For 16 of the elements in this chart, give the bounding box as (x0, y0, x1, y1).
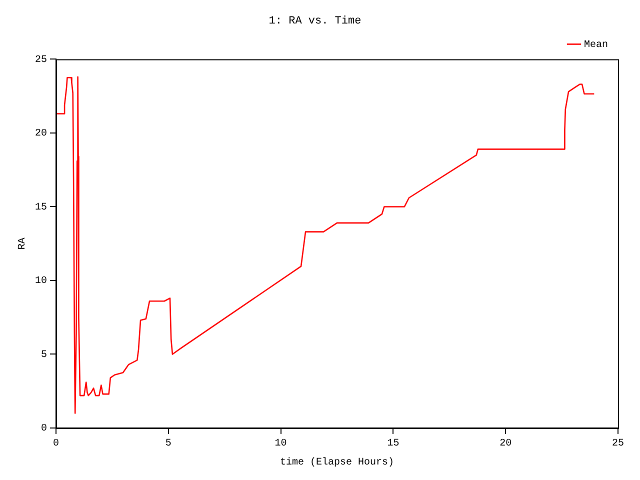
x-tick-label: 15 (387, 438, 400, 450)
legend-label: Mean (584, 40, 608, 51)
y-tick-label: 10 (34, 276, 47, 288)
y-axis-title: RA (18, 238, 29, 250)
x-tick-label: 5 (165, 438, 172, 450)
y-tick-label: 20 (34, 128, 47, 140)
y-tick-label: 25 (34, 54, 47, 66)
y-tick-label: 15 (34, 202, 47, 214)
y-tick-label: 5 (40, 350, 47, 361)
x-tick-label: 10 (274, 438, 287, 450)
chart-title: 1: RA vs. Time (268, 16, 362, 28)
x-axis-title: time (Elapse Hours) (280, 456, 394, 469)
x-tick-label: 0 (52, 438, 60, 450)
y-tick-label: 0 (40, 424, 47, 435)
x-tick-label: 20 (500, 438, 512, 450)
x-tick-label: 25 (612, 438, 624, 450)
